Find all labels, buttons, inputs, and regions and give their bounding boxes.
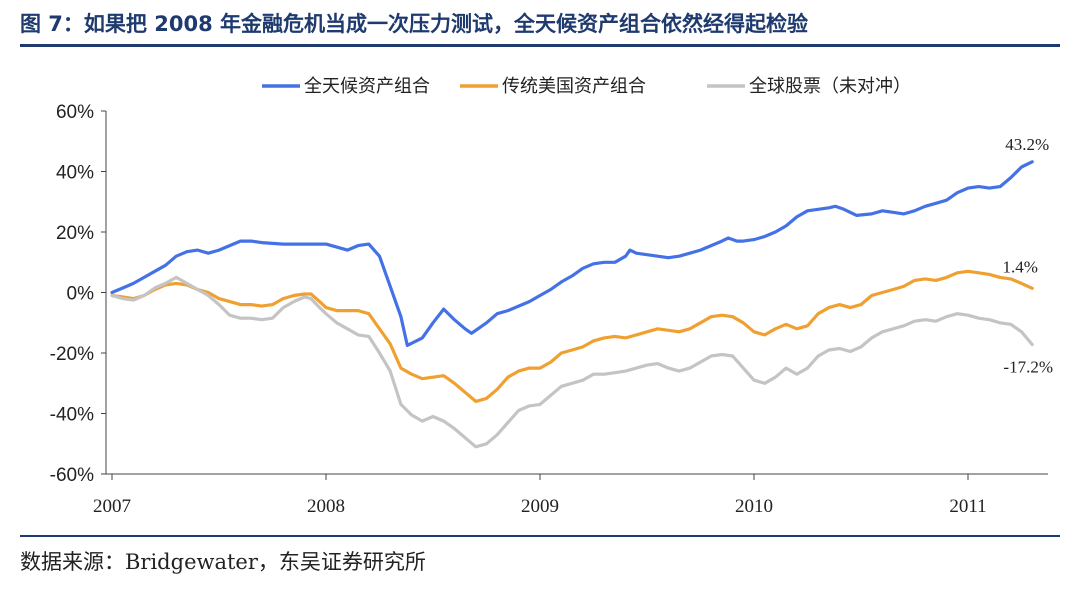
legend: 全天候资产组合 传统美国资产组合 全球股票（未对冲） xyxy=(262,76,911,97)
y-tick-label: -40% xyxy=(50,405,94,426)
y-tick-label: 0% xyxy=(67,284,95,305)
figure-title: 图 7：如果把 2008 年金融危机当成一次压力测试，全天候资产组合依然经得起检… xyxy=(20,12,808,36)
source-rule xyxy=(20,535,1060,537)
chart-axes: -60% -40% -20% 0% 20% 40% 60% 2007 2008 2009 2010 2… xyxy=(50,102,1048,517)
end-label-0: 43.2% xyxy=(1005,135,1049,154)
x-tick-label: 2008 xyxy=(307,496,345,517)
line-chart: 全天候资产组合 传统美国资产组合 全球股票（未对冲） -60% -40% -20% 0% 2… xyxy=(50,76,1053,517)
y-tick-label: 40% xyxy=(56,163,94,184)
series-line-2 xyxy=(110,275,1034,449)
legend-label-1: 传统美国资产组合 xyxy=(502,76,646,97)
title-rule xyxy=(20,44,1060,47)
x-tick-label: 2010 xyxy=(735,496,773,517)
series-line-1 xyxy=(110,269,1034,403)
end-label-1: 1.4% xyxy=(1002,257,1037,276)
end-labels: 43.2% 1.4% -17.2% xyxy=(1002,135,1052,377)
y-tick-label: -60% xyxy=(50,465,94,486)
end-label-2: -17.2% xyxy=(1003,358,1053,377)
x-tick-label: 2009 xyxy=(521,496,559,517)
source-note: 数据来源：Bridgewater，东吴证券研究所 xyxy=(20,550,426,574)
legend-label-2: 全球股票（未对冲） xyxy=(749,76,911,97)
chart-series xyxy=(110,160,1034,449)
y-tick-label: 60% xyxy=(56,102,94,123)
x-tick-label: 2007 xyxy=(93,496,131,517)
series-line-0 xyxy=(110,160,1034,347)
y-tick-label: 20% xyxy=(56,223,94,244)
x-tick-label: 2011 xyxy=(949,496,986,517)
y-tick-label: -20% xyxy=(50,344,94,365)
legend-label-0: 全天候资产组合 xyxy=(304,76,430,97)
